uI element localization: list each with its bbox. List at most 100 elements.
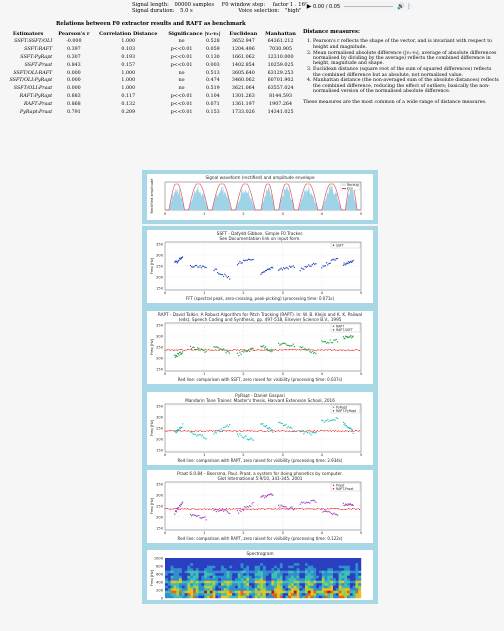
spectrogram-cell (193, 575, 196, 579)
f0-point (178, 354, 180, 356)
spectrogram-cell (277, 595, 280, 599)
spectrogram-cell (179, 593, 182, 596)
f0-point (250, 259, 252, 261)
compare-point (262, 430, 264, 433)
compare-point (350, 508, 352, 510)
f0-point (268, 426, 270, 429)
f0-point (284, 424, 286, 426)
f0-point (189, 345, 192, 348)
spectrogram-cell (288, 573, 292, 576)
f0-point (220, 348, 222, 350)
volume-icon[interactable]: 🔊 (397, 3, 405, 10)
spectrogram-cell (260, 558, 264, 561)
f0-point (346, 426, 348, 428)
table-cell: 3460.062 (231, 78, 255, 84)
spectrogram-cell (347, 573, 350, 576)
spectrogram-cell (201, 560, 205, 564)
spectrogram-cell (319, 580, 322, 584)
f0-point (335, 258, 337, 260)
spectrogram-cell (190, 593, 194, 596)
compare-point (238, 349, 240, 351)
compare-point (297, 507, 299, 509)
compare-point (240, 508, 242, 510)
spectrogram-cell (333, 583, 336, 586)
compare-point (238, 507, 240, 510)
y-axis-label: Freq [Hz] (150, 497, 154, 514)
compare-point (175, 430, 177, 432)
f0-point (330, 259, 333, 261)
compare-point (238, 429, 240, 432)
spectrogram-cell (207, 595, 210, 599)
spectrogram-cell (260, 583, 264, 586)
compare-point (335, 430, 337, 432)
spectrogram-cell (305, 558, 308, 561)
compare-point (241, 430, 243, 432)
spectrogram-cell (198, 560, 202, 564)
compare-point (339, 349, 341, 351)
spectrogram-cell (313, 595, 317, 599)
f0-point (264, 271, 266, 273)
audio-player[interactable]: ▶ 0.00 / 0.05 🔊 ⋮ (305, 2, 413, 11)
f0-point (266, 494, 269, 497)
f0-point (195, 435, 198, 437)
f0-point (220, 428, 222, 430)
f0-point (310, 500, 312, 502)
spectrogram-cell (296, 593, 300, 596)
compare-point (175, 349, 177, 351)
spectrogram-cell (257, 580, 261, 584)
compare-point (227, 430, 229, 432)
spectrogram-cell (181, 558, 185, 561)
compare-point (276, 349, 278, 351)
f0-point (264, 426, 267, 428)
spectrogram-cell (195, 588, 199, 591)
spectrogram-cell (355, 578, 359, 581)
compare-point (324, 349, 326, 351)
spectrogram-cell (274, 558, 278, 561)
spectrogram-cell (265, 593, 269, 596)
spectrogram-cell (299, 568, 303, 571)
play-icon[interactable]: ▶ (306, 3, 312, 10)
compare-point (349, 430, 351, 432)
spectrogram-cell (307, 583, 311, 586)
spectrogram-cell (181, 595, 185, 599)
spectrogram-cell (243, 558, 247, 561)
compare-point (263, 430, 265, 432)
spectrogram-cell (240, 570, 244, 574)
spectrogram-cell (327, 580, 331, 584)
spectrogram-cell (243, 578, 247, 581)
spectrogram-cell (330, 580, 334, 584)
spectrogram-cell (240, 583, 244, 586)
spectrogram-cell (229, 560, 233, 564)
spectrogram-cell (271, 575, 275, 579)
spectrogram-cell (344, 560, 348, 564)
more-vert-icon[interactable]: ⋮ (406, 3, 412, 10)
spectrogram-cell (321, 560, 325, 564)
f0-point (308, 348, 310, 350)
compare-point (338, 349, 340, 351)
f0-point (351, 260, 354, 262)
f0-point (241, 350, 243, 353)
f0-point (225, 275, 227, 277)
f0-point (290, 266, 292, 268)
spectrogram-cell (193, 590, 196, 594)
spectrogram-cell (305, 573, 308, 576)
compare-point (261, 508, 263, 510)
spectrogram-cell (215, 565, 219, 569)
compare-point (359, 509, 361, 511)
audio-progress-bar[interactable] (344, 5, 393, 8)
compare-point (314, 508, 316, 510)
f0-point (214, 431, 216, 433)
spectrogram-cell (190, 568, 194, 571)
f0-point (329, 339, 331, 341)
compare-point (304, 349, 306, 351)
compare-point (205, 430, 207, 433)
spectrogram-cell (333, 593, 336, 596)
spectrogram-cell (310, 563, 314, 566)
f0-point (246, 259, 248, 262)
spectrogram-cell (321, 595, 325, 599)
spectrogram-cell (285, 595, 289, 599)
f0-point (226, 350, 228, 352)
compare-point (212, 349, 214, 351)
spectrogram-cell (170, 568, 174, 571)
compare-point (317, 349, 319, 351)
